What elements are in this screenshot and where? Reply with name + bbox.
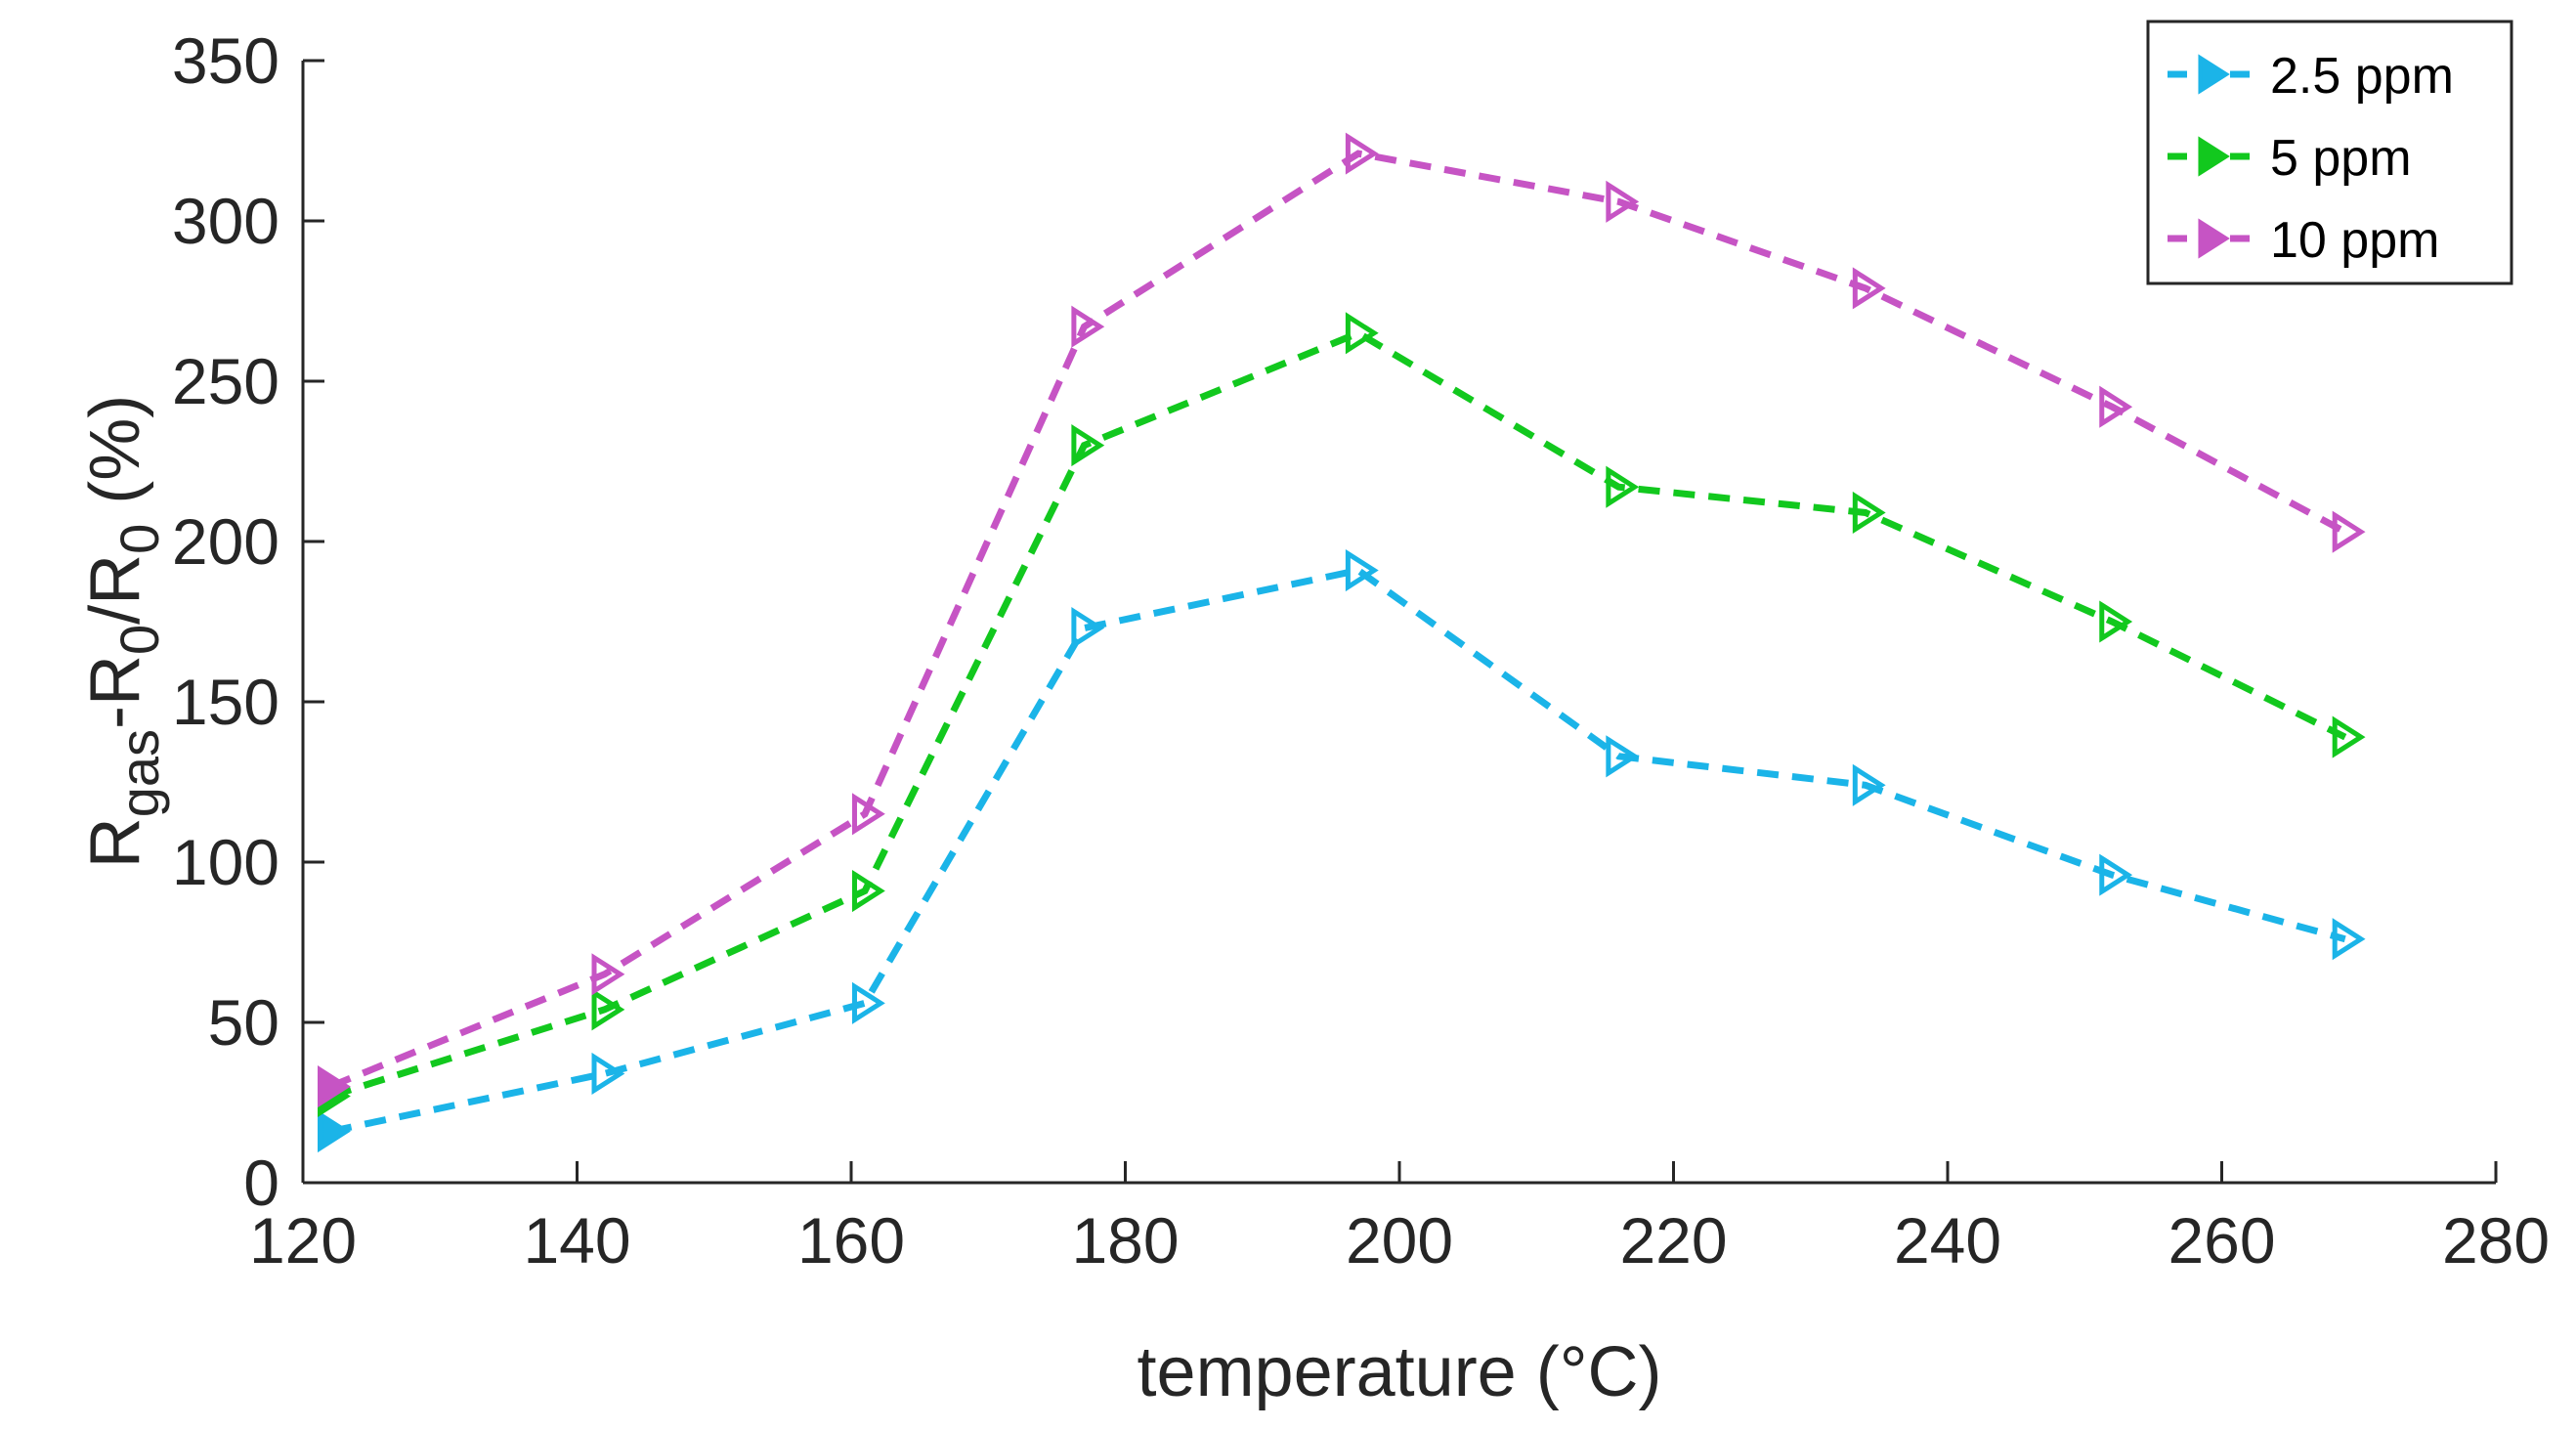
data-point-marker	[851, 869, 885, 913]
data-point-marker	[2332, 510, 2366, 553]
legend-item: 5 ppm	[2168, 130, 2412, 187]
x-tick-label: 160	[797, 1204, 905, 1277]
data-series	[318, 132, 2366, 1153]
x-tick-label: 220	[1619, 1204, 1727, 1277]
y-axis-title-text: (%)	[76, 395, 154, 524]
x-tick-label: 240	[1894, 1204, 2001, 1277]
data-point-marker	[1071, 305, 1105, 348]
data-point-marker	[2099, 853, 2133, 896]
data-point-marker	[1852, 763, 1886, 806]
data-point-marker	[591, 1052, 625, 1096]
y-tick-label: 150	[172, 666, 279, 738]
y-axis-title-subscript: 0	[108, 524, 170, 554]
legend-label: 5 ppm	[2270, 130, 2412, 187]
y-axis-title-subscript: gas	[108, 729, 170, 817]
legend-marker	[2198, 54, 2230, 95]
y-axis-title-text: -R	[76, 655, 154, 729]
y-tick-label: 300	[172, 185, 279, 257]
y-axis-title-subscript: 0	[108, 625, 170, 655]
y-tick-label: 50	[208, 986, 279, 1059]
data-point-marker	[1345, 132, 1379, 175]
y-tick-label: 350	[172, 24, 279, 97]
legend-item: 10 ppm	[2168, 212, 2439, 269]
data-point-marker	[1606, 180, 1640, 223]
y-tick-label: 250	[172, 345, 279, 417]
data-point-marker	[1852, 491, 1886, 535]
data-point-marker	[1606, 465, 1640, 508]
data-point-marker	[318, 1065, 351, 1108]
data-point-marker	[1345, 312, 1379, 355]
data-point-marker	[2332, 918, 2366, 961]
y-axis-ticks: 0 50 100 150 200 250 300 350	[172, 24, 324, 1219]
x-tick-label: 280	[2442, 1204, 2550, 1277]
legend-marker	[2198, 218, 2230, 259]
y-axis-title-text: /R	[76, 554, 154, 625]
y-axis-title: Rgas-R0/R0 (%)	[76, 395, 170, 869]
series-2-5-ppm	[318, 548, 2366, 1153]
series-10-ppm	[318, 132, 2366, 1108]
series-line	[328, 150, 2347, 1090]
data-point-marker	[851, 793, 885, 836]
data-point-marker	[2332, 715, 2366, 758]
x-tick-label: 200	[1346, 1204, 1453, 1277]
data-point-marker	[318, 1109, 351, 1153]
x-axis-ticks: 120 140 160 180 200 220 240 260 280	[249, 1161, 2550, 1277]
data-point-marker	[1852, 267, 1886, 310]
data-point-marker	[1071, 607, 1105, 650]
legend-item: 2.5 ppm	[2168, 48, 2454, 105]
y-tick-label: 100	[172, 826, 279, 898]
legend-label: 10 ppm	[2270, 212, 2439, 269]
legend-marker	[2198, 136, 2230, 177]
series-line	[328, 328, 2347, 1100]
x-tick-label: 140	[523, 1204, 630, 1277]
data-point-marker	[851, 981, 885, 1024]
legend-label: 2.5 ppm	[2270, 48, 2454, 105]
x-tick-label: 120	[249, 1204, 357, 1277]
x-tick-label: 180	[1071, 1204, 1179, 1277]
data-point-marker	[1606, 735, 1640, 778]
y-tick-label: 200	[172, 505, 279, 578]
series-line	[329, 566, 2346, 1135]
data-point-marker	[2099, 385, 2133, 428]
data-point-marker	[591, 988, 625, 1031]
data-point-marker	[1071, 424, 1105, 467]
data-point-marker	[591, 953, 625, 996]
data-point-marker	[1345, 548, 1379, 592]
y-tick-label: 0	[243, 1147, 279, 1219]
data-point-marker	[2099, 600, 2133, 643]
legend: 2.5 ppm 5 ppm 10 ppm	[2146, 20, 2513, 285]
x-tick-label: 260	[2168, 1204, 2275, 1277]
x-axis-title: temperature (°C)	[1138, 1333, 1662, 1411]
y-axis-title-text: R	[76, 817, 154, 868]
